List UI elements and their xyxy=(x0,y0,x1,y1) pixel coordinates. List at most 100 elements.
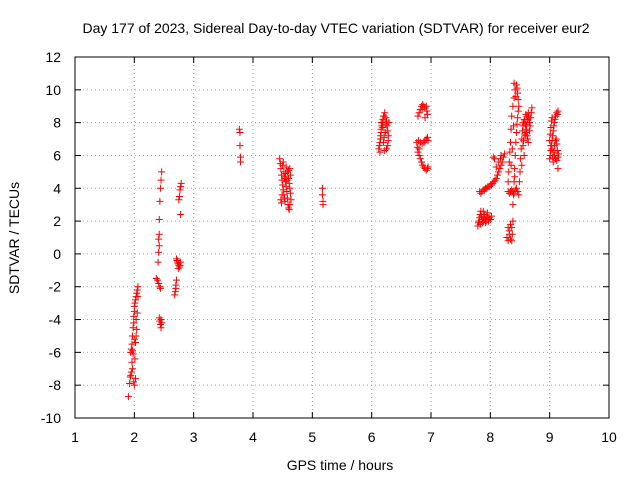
data-point xyxy=(156,197,164,205)
data-point xyxy=(510,94,518,102)
y-tick-label: 2 xyxy=(53,213,61,229)
data-point xyxy=(155,279,163,287)
data-point xyxy=(553,109,561,117)
data-point xyxy=(283,176,291,184)
data-point xyxy=(127,345,135,353)
data-point xyxy=(523,112,531,120)
data-point xyxy=(546,130,554,138)
data-point xyxy=(156,184,164,192)
data-point xyxy=(508,237,516,245)
data-point xyxy=(236,128,244,136)
data-point xyxy=(377,132,385,140)
data-point xyxy=(418,106,426,114)
data-point xyxy=(279,181,287,189)
data-point xyxy=(175,192,183,200)
data-point xyxy=(517,145,525,153)
x-tick-label: 9 xyxy=(546,429,554,445)
data-point xyxy=(285,206,293,214)
data-point xyxy=(235,125,243,133)
y-tick-label: -2 xyxy=(49,279,62,295)
data-point xyxy=(495,168,503,176)
y-axis-label: SDTVAR / TECUs xyxy=(6,182,22,294)
data-point xyxy=(511,173,519,181)
data-point xyxy=(518,161,526,169)
data-point xyxy=(156,317,164,325)
data-point xyxy=(525,119,533,127)
data-point xyxy=(521,130,529,138)
y-tick-label: 10 xyxy=(45,82,61,98)
data-point xyxy=(549,148,557,156)
data-point xyxy=(547,117,555,125)
data-point xyxy=(522,125,530,133)
data-point xyxy=(496,155,504,163)
data-point xyxy=(422,102,430,110)
data-point xyxy=(380,133,388,141)
data-point xyxy=(236,142,244,150)
data-point xyxy=(514,188,522,196)
data-point xyxy=(126,373,134,381)
data-point xyxy=(158,319,166,327)
data-point xyxy=(277,196,285,204)
data-point xyxy=(554,165,562,173)
data-point xyxy=(155,215,163,223)
data-point xyxy=(424,137,432,145)
data-point xyxy=(286,171,294,179)
data-point xyxy=(279,158,287,166)
data-point xyxy=(155,235,163,243)
data-point xyxy=(512,128,520,136)
data-point xyxy=(421,114,429,122)
data-point xyxy=(550,122,558,130)
data-point xyxy=(508,230,516,238)
data-point xyxy=(523,122,531,130)
data-point xyxy=(380,138,388,146)
data-point xyxy=(508,224,516,232)
data-point xyxy=(177,183,185,191)
data-point xyxy=(287,196,295,204)
data-point xyxy=(511,165,519,173)
data-point xyxy=(521,120,529,128)
data-point xyxy=(171,288,179,296)
data-point xyxy=(383,145,390,153)
data-point xyxy=(172,276,180,284)
data-point xyxy=(486,215,494,223)
data-point xyxy=(554,107,562,115)
x-tick-label: 8 xyxy=(486,429,494,445)
data-point xyxy=(510,189,518,197)
data-point xyxy=(550,119,558,127)
data-point xyxy=(176,186,184,194)
data-point xyxy=(286,189,294,197)
data-point xyxy=(382,114,390,122)
data-point xyxy=(130,381,138,389)
data-point xyxy=(377,125,385,133)
data-point xyxy=(553,147,561,155)
data-point xyxy=(176,261,184,269)
data-point xyxy=(547,124,555,132)
data-point xyxy=(155,230,163,238)
data-point xyxy=(375,142,383,150)
data-point xyxy=(414,112,422,120)
data-point xyxy=(423,107,431,115)
data-point xyxy=(285,166,293,174)
data-point xyxy=(414,148,422,156)
data-point xyxy=(283,188,291,196)
data-point xyxy=(156,283,164,291)
data-point xyxy=(277,165,285,173)
data-point xyxy=(132,316,140,324)
data-point xyxy=(127,368,135,376)
data-point xyxy=(520,137,528,145)
plot-frame xyxy=(74,56,610,419)
data-point xyxy=(129,324,137,332)
data-point xyxy=(476,220,484,228)
data-point xyxy=(505,168,513,176)
data-point xyxy=(384,142,392,150)
data-point xyxy=(286,184,294,192)
data-point xyxy=(152,275,160,283)
data-point xyxy=(237,158,245,166)
data-point xyxy=(514,107,522,115)
data-point xyxy=(282,183,290,191)
data-point xyxy=(525,127,533,135)
data-point xyxy=(552,135,560,143)
data-point xyxy=(278,191,286,199)
grid xyxy=(75,57,609,418)
